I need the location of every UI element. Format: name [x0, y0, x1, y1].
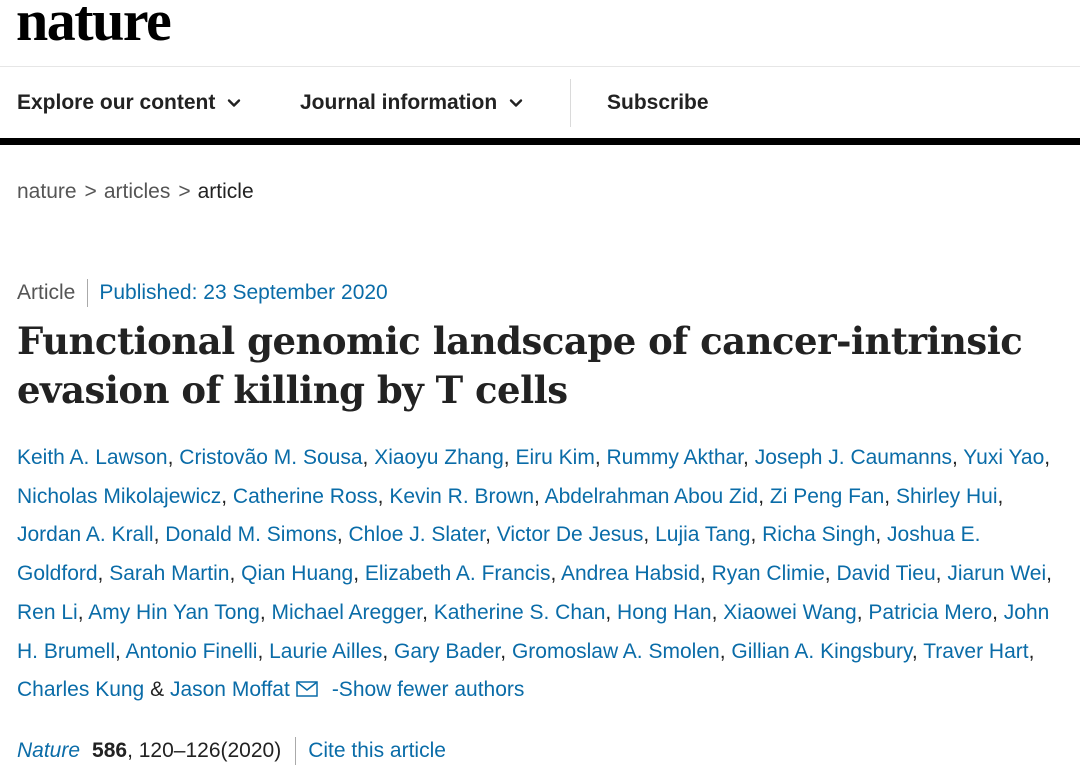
author-link[interactable]: Joseph J. Caumanns	[754, 446, 952, 469]
nav-journal-information-label: Journal information	[300, 90, 498, 114]
author-link[interactable]: Antonio Finelli	[125, 639, 258, 663]
show-fewer-authors-link[interactable]: -Show fewer authors	[331, 678, 525, 702]
author-link[interactable]: Jiarun Wei	[947, 562, 1047, 586]
breadcrumb-separator: >	[178, 180, 191, 203]
article-title: Functional genomic landscape of cancer-i…	[17, 319, 1023, 412]
author-link[interactable]: Xiaowei Wang	[723, 600, 857, 624]
main-nav: Explore our content Journal information …	[0, 67, 1080, 138]
nature-logo[interactable]: nature	[16, 0, 172, 53]
nav-subscribe[interactable]: Subscribe	[607, 67, 709, 138]
author-link[interactable]: Ryan Climie	[711, 562, 825, 586]
author-link[interactable]: Traver Hart	[923, 639, 1029, 663]
journal-name[interactable]: Nature	[17, 739, 81, 762]
nav-subscribe-label: Subscribe	[607, 90, 709, 114]
author-link[interactable]: Catherine Ross	[232, 484, 378, 508]
author-link[interactable]: Abdelrahman Abou Zid	[544, 484, 759, 508]
author-link[interactable]: Gillian A. Kingsbury	[731, 639, 912, 663]
author-list: Keith A. Lawson, Cristovão M. Sousa, Xia…	[17, 446, 1052, 702]
author-link[interactable]: Zi Peng Fan	[769, 484, 885, 508]
article-meta: Article Published: 23 September 2020	[17, 279, 388, 307]
header-bottom-bar	[0, 138, 1080, 145]
nav-explore-content-label: Explore our content	[17, 90, 216, 114]
envelope-icon[interactable]	[296, 681, 318, 697]
author-link[interactable]: Kevin R. Brown	[389, 484, 535, 508]
author-link[interactable]: Cristovão M. Sousa	[179, 446, 363, 469]
author-link[interactable]: Patricia Mero	[868, 600, 993, 624]
author-link[interactable]: Laurie Ailles	[269, 639, 383, 663]
author-link[interactable]: Chloe J. Slater	[348, 523, 486, 547]
cite-this-article-link[interactable]: Cite this article	[308, 739, 446, 762]
chevron-down-icon	[509, 98, 523, 107]
author-link[interactable]: Lujia Tang	[655, 523, 751, 547]
author-link[interactable]: Victor De Jesus	[496, 523, 644, 547]
author-link[interactable]: Qian Huang	[241, 562, 354, 586]
author-link[interactable]: Sarah Martin	[109, 562, 230, 586]
published-date: Published: 23 September 2020	[99, 281, 388, 304]
breadcrumb-separator: >	[84, 180, 97, 203]
author-joiner: &	[150, 678, 165, 702]
citation-divider	[295, 737, 297, 765]
breadcrumb-nature[interactable]: nature	[17, 180, 77, 203]
pages-year: , 120–126(2020)	[127, 739, 282, 762]
author-link[interactable]: Nicholas Mikolajewicz	[17, 484, 222, 508]
breadcrumb-articles[interactable]: articles	[103, 180, 171, 203]
author-link[interactable]: John H. Brumell	[17, 600, 1050, 663]
author-link[interactable]: Xiaoyu Zhang	[374, 446, 504, 469]
author-link[interactable]: Ren Li	[17, 600, 78, 624]
author-link[interactable]: Amy Hin Yan Tong	[88, 600, 260, 624]
author-link[interactable]: Gary Bader	[394, 639, 501, 663]
author-link[interactable]: David Tieu	[836, 562, 936, 586]
author-link[interactable]: Jason Moffat	[169, 678, 290, 702]
author-link[interactable]: Andrea Habsid	[560, 562, 700, 586]
breadcrumb-current: article	[197, 180, 254, 203]
author-link[interactable]: Keith A. Lawson	[17, 446, 168, 469]
citation: Nature 586 , 120–126(2020) Cite this art…	[17, 737, 446, 765]
nav-explore-content[interactable]: Explore our content	[17, 67, 241, 138]
author-link[interactable]: Jordan A. Krall	[17, 523, 154, 547]
nav-journal-information[interactable]: Journal information	[300, 67, 523, 138]
author-link[interactable]: Charles Kung	[17, 678, 145, 702]
author-link[interactable]: Donald M. Simons	[165, 523, 337, 547]
author-link[interactable]: Richa Singh	[762, 523, 876, 547]
breadcrumb: nature > articles > article	[17, 180, 254, 204]
header-divider	[0, 66, 1080, 67]
author-link[interactable]: Eiru Kim	[515, 446, 595, 469]
author-link[interactable]: Hong Han	[617, 600, 712, 624]
author-link[interactable]: Shirley Hui	[895, 484, 998, 508]
author-link[interactable]: Rummy Akthar	[606, 446, 744, 469]
author-link[interactable]: Joshua E. Goldford	[17, 523, 981, 586]
author-link[interactable]: Gromoslaw A. Smolen	[511, 639, 720, 663]
article-type: Article	[17, 281, 76, 304]
author-link[interactable]: Yuxi Yao	[963, 446, 1045, 469]
chevron-down-icon	[228, 98, 241, 107]
meta-divider	[87, 279, 89, 307]
nav-divider	[570, 79, 571, 127]
author-link[interactable]: Elizabeth A. Francis	[364, 562, 551, 586]
author-link[interactable]: Michael Aregger	[271, 600, 423, 624]
author-link[interactable]: Katherine S. Chan	[433, 600, 606, 624]
volume-number: 586	[92, 739, 128, 762]
